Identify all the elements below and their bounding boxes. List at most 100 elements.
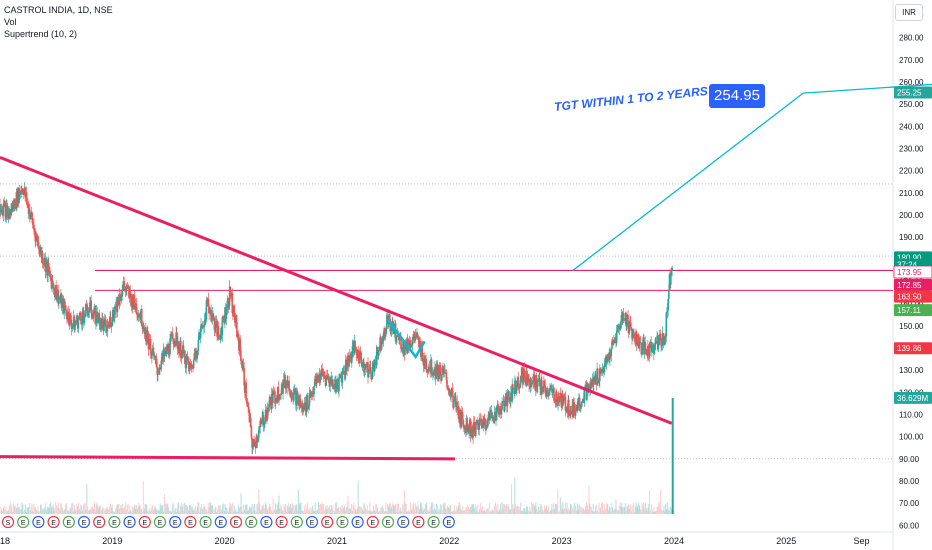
candle-body xyxy=(570,411,572,414)
volume-bar xyxy=(513,509,515,514)
currency-button[interactable]: INR xyxy=(895,4,923,21)
volume-bar xyxy=(352,504,354,514)
volume-bar xyxy=(207,502,209,514)
volume-bar xyxy=(70,507,72,514)
volume-bar xyxy=(219,505,221,514)
candle-body xyxy=(89,302,91,311)
volume-bar xyxy=(10,506,12,514)
candle-body xyxy=(51,280,53,289)
volume-bar xyxy=(579,504,581,514)
volume-bar xyxy=(569,510,571,514)
volume-bar xyxy=(302,510,304,514)
volume-bar xyxy=(227,510,229,514)
candle-body xyxy=(535,375,538,389)
volume-bar xyxy=(240,493,242,514)
legend-supertrend[interactable]: Supertrend (10, 2) xyxy=(4,29,78,39)
candle-body xyxy=(371,377,373,379)
volume-bar xyxy=(504,504,506,514)
candle-body xyxy=(641,350,643,355)
volume-bar xyxy=(424,508,426,514)
volume-bar xyxy=(254,510,256,514)
price-axis-tag-text: 37:24 xyxy=(897,261,918,270)
volume-bar xyxy=(508,506,510,514)
volume-bar xyxy=(107,508,109,514)
volume-bar xyxy=(17,502,19,514)
volume-bar xyxy=(52,504,54,514)
volume-bar xyxy=(90,507,92,514)
target-price-label[interactable]: 254.95 xyxy=(709,84,765,108)
candle-body xyxy=(637,334,640,349)
candle-body xyxy=(473,421,476,434)
earnings-marker xyxy=(260,515,273,529)
volume-bar xyxy=(364,504,366,514)
volume-bar xyxy=(173,510,175,514)
candle-body xyxy=(94,306,97,324)
volume-bar xyxy=(500,503,502,514)
volume-bar xyxy=(275,503,277,514)
volume-bar xyxy=(274,508,276,514)
volume-bar xyxy=(428,511,430,514)
candle-body xyxy=(316,379,319,383)
earnings-marker xyxy=(381,515,395,529)
volume-bar xyxy=(518,506,520,514)
volume-bar xyxy=(68,511,70,514)
candle-body xyxy=(64,301,66,309)
candle-body xyxy=(93,312,95,314)
candle-body xyxy=(619,321,622,330)
candle-body xyxy=(667,299,669,310)
volume-bar xyxy=(580,506,582,514)
candle-body xyxy=(237,333,239,341)
candle-body xyxy=(45,263,47,272)
volume-bar xyxy=(276,504,278,514)
volume-bar xyxy=(329,505,331,514)
candle-body xyxy=(153,351,155,357)
volume-bar xyxy=(247,511,249,514)
volume-bar xyxy=(287,502,289,514)
volume-bar xyxy=(339,511,341,514)
volume-bar xyxy=(98,508,100,514)
legend-symbol[interactable]: CASTROL INDIA, 1D, NSE xyxy=(4,5,113,15)
x-tick-label: 2022 xyxy=(439,536,459,546)
volume-bar xyxy=(500,509,502,514)
volume-bar xyxy=(142,480,144,514)
earnings-marker-letter: E xyxy=(279,520,284,527)
y-tick-label: 210.00 xyxy=(899,189,924,198)
volume-bar xyxy=(181,506,183,514)
volume-bar xyxy=(649,510,651,514)
volume-bar xyxy=(297,489,299,514)
candle-body xyxy=(485,419,487,429)
volume-bar xyxy=(156,510,158,514)
candle-body xyxy=(504,397,507,407)
candle-body xyxy=(31,212,33,218)
candle-body xyxy=(32,224,35,226)
volume-bar xyxy=(302,510,304,514)
candle-body xyxy=(321,369,323,373)
candle-body xyxy=(207,299,210,307)
candle-body xyxy=(426,369,428,371)
volume-bar xyxy=(628,504,630,514)
legend-vol[interactable]: Vol xyxy=(4,17,17,27)
volume-bar xyxy=(617,510,619,514)
y-tick-label: 60.00 xyxy=(899,521,920,530)
candle-body xyxy=(184,350,186,364)
volume-bar xyxy=(54,511,56,514)
candle-body xyxy=(576,401,579,411)
volume-bar xyxy=(657,505,659,514)
volume-bar xyxy=(665,509,667,514)
candle-body xyxy=(90,300,93,314)
volume-bar xyxy=(571,507,573,514)
candle-body xyxy=(421,346,424,362)
volume-bar xyxy=(388,503,390,514)
candle-body xyxy=(14,208,17,210)
volume-bar xyxy=(366,505,368,514)
candle-body xyxy=(300,405,303,408)
volume-bar xyxy=(599,509,601,514)
volume-bar xyxy=(232,502,234,514)
volume-bar xyxy=(326,504,328,514)
volume-bar xyxy=(651,509,653,514)
y-tick-label: 260.00 xyxy=(899,78,924,87)
volume-bar xyxy=(425,504,427,514)
volume-bar xyxy=(519,509,521,514)
volume-bar xyxy=(281,510,283,514)
